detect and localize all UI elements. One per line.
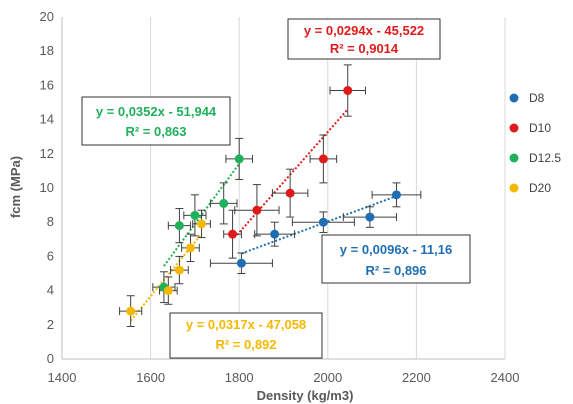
equation-d8: y = 0,0096x - 11,16 <box>340 242 452 257</box>
equation-box-d20: y = 0,0317x - 47,058 R² = 0,892 <box>169 312 323 359</box>
legend-label: D10 <box>529 121 551 135</box>
x-tick-label: 1800 <box>225 370 254 385</box>
equation-d12-5: y = 0,0352x - 51,944 <box>96 104 217 119</box>
data-point-d20 <box>197 219 207 229</box>
y-tick-label: 14 <box>40 112 54 127</box>
y-tick-label: 10 <box>40 180 54 195</box>
data-point-d10 <box>252 205 262 215</box>
x-tick-label: 1600 <box>136 370 165 385</box>
tick-labels: 1400 1600 1800 2000 2200 2400 0 2 4 6 8 10 12 14 16 18 2… <box>40 9 520 385</box>
trendline-d10 <box>236 108 349 236</box>
y-axis-title: fcm (MPa) <box>8 156 23 218</box>
y-tick-label: 2 <box>47 317 54 332</box>
r2-d20: R² = 0,892 <box>215 337 276 352</box>
data-point-d8 <box>236 258 246 268</box>
legend: D8 D10 D12.5 D20 <box>509 91 561 195</box>
legend-marker <box>509 183 519 193</box>
y-tick-label: 12 <box>40 146 54 161</box>
data-point-d20 <box>163 286 173 296</box>
equation-box-d8: y = 0,0096x - 11,16 R² = 0,896 <box>321 234 471 284</box>
axes-layer <box>61 17 505 360</box>
data-point-d8 <box>391 190 401 200</box>
y-tick-label: 0 <box>47 351 54 366</box>
r2-d8: R² = 0,896 <box>365 263 426 278</box>
legend-marker <box>509 153 519 163</box>
data-point-d10 <box>285 188 295 198</box>
data-point-d8 <box>365 212 375 222</box>
error-bar <box>170 255 189 285</box>
y-tick-label: 4 <box>47 283 54 298</box>
x-tick-label: 2200 <box>402 370 431 385</box>
equation-box-d12-5: y = 0,0352x - 51,944 R² = 0,863 <box>81 96 231 146</box>
equation-box-d10: y = 0,0294x - 45,522 R² = 0,9014 <box>287 18 441 60</box>
x-tick-label: 2000 <box>313 370 342 385</box>
data-point-d12-5 <box>190 210 200 220</box>
r2-d12-5: R² = 0,863 <box>125 124 186 139</box>
trendline-d12-5 <box>163 163 241 267</box>
legend-label: D12.5 <box>529 151 561 165</box>
x-tick-label: 1400 <box>48 370 77 385</box>
x-axis-title: Density (kg/m3) <box>257 388 354 403</box>
legend-marker <box>509 93 519 103</box>
legend-label: D8 <box>529 91 545 105</box>
y-tick-label: 18 <box>40 43 54 58</box>
data-point-d8 <box>318 217 328 227</box>
data-point-d10 <box>343 86 353 96</box>
data-point-d10 <box>318 154 328 164</box>
y-tick-label: 6 <box>47 248 54 263</box>
x-tick-label: 2400 <box>491 370 520 385</box>
data-point-d12-5 <box>234 154 244 164</box>
data-point-d12-5 <box>219 198 229 208</box>
equation-d20: y = 0,0317x - 47,058 <box>186 317 306 332</box>
r2-d10: R² = 0,9014 <box>330 41 399 56</box>
trendline-d8 <box>241 195 397 255</box>
data-point-d20 <box>174 265 184 275</box>
data-point-d20 <box>185 243 195 253</box>
y-tick-label: 8 <box>47 214 54 229</box>
data-point-d10 <box>228 229 238 239</box>
equation-d10: y = 0,0294x - 45,522 <box>304 23 424 38</box>
legend-marker <box>509 123 519 133</box>
data-point-d20 <box>126 306 136 316</box>
data-points <box>126 86 401 316</box>
data-point-d8 <box>270 229 280 239</box>
data-point-d12-5 <box>174 221 184 231</box>
y-tick-label: 16 <box>40 77 54 92</box>
y-tick-label: 20 <box>40 9 54 24</box>
grid-layer <box>150 17 506 359</box>
legend-label: D20 <box>529 181 551 195</box>
